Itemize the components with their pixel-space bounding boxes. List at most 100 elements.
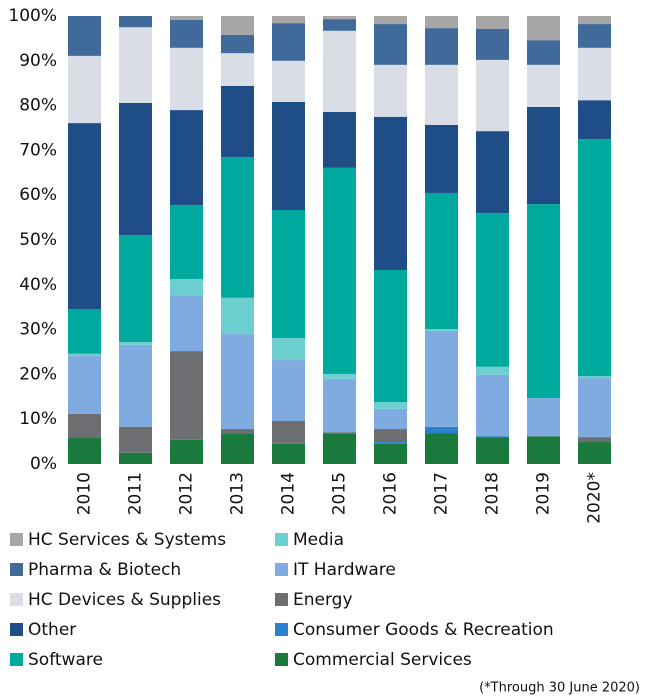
bar-segment — [68, 413, 101, 439]
y-tick-label: 50% — [19, 230, 57, 250]
bar-segment — [272, 443, 305, 464]
bar-segment — [374, 408, 407, 430]
legend-label: Media — [293, 530, 344, 550]
bar-segment — [374, 116, 407, 271]
bar-segment — [119, 27, 152, 103]
legend-label: Consumer Goods & Recreation — [293, 620, 554, 640]
y-tick-label: 20% — [19, 364, 57, 384]
bar-segment — [425, 329, 458, 331]
bar-segment — [170, 110, 203, 206]
bar-segment — [119, 452, 152, 464]
legend-swatch — [275, 623, 288, 636]
legend-label: HC Devices & Supplies — [28, 590, 221, 610]
bar-segment — [221, 16, 254, 35]
legend-swatch — [275, 593, 288, 606]
bar-segment — [221, 334, 254, 430]
legend-swatch — [10, 593, 23, 606]
bar-segment — [272, 102, 305, 210]
bar-segment — [476, 213, 509, 367]
bar-segment — [578, 24, 611, 48]
legend-label: Energy — [293, 590, 353, 610]
bar-segment — [272, 209, 305, 339]
bar-segment — [119, 16, 152, 28]
legend-label: Software — [28, 650, 103, 670]
bar-segment — [323, 30, 356, 112]
bar-segment — [374, 429, 407, 443]
bar-segment — [527, 64, 560, 107]
bar-segment — [170, 20, 203, 48]
legend-label: Other — [28, 620, 76, 640]
bar-segment — [425, 124, 458, 193]
bar-segment — [170, 278, 203, 296]
bar-segment — [221, 429, 254, 434]
bar-segment — [527, 204, 560, 399]
bar-segment — [272, 442, 305, 444]
x-tick-label: 2017 — [432, 472, 452, 515]
x-tick-label: 2020* — [585, 472, 605, 524]
bar-segment — [425, 16, 458, 29]
bar-segment — [374, 64, 407, 117]
bar-segment — [425, 64, 458, 125]
bar-segment — [425, 192, 458, 330]
x-tick-label: 2018 — [483, 472, 503, 515]
x-tick-label: 2015 — [330, 472, 350, 515]
y-tick-label: 60% — [19, 185, 57, 205]
bar-segment — [68, 308, 101, 354]
x-tick-label: 2013 — [228, 472, 248, 515]
bar-segment — [527, 16, 560, 41]
bar-segment — [476, 131, 509, 214]
bar-segment — [272, 420, 305, 443]
bar-segment — [476, 28, 509, 60]
y-tick-label: 30% — [19, 320, 57, 340]
bar-segment — [170, 295, 203, 352]
bar-segment — [68, 123, 101, 309]
y-tick-label: 100% — [8, 6, 57, 26]
bar-segment — [119, 235, 152, 343]
bar-segment — [170, 47, 203, 111]
bar-segment — [272, 60, 305, 103]
bar-segment — [374, 443, 407, 464]
bar-segment — [578, 377, 611, 438]
footnote: (*Through 30 June 2020) — [479, 681, 640, 696]
bar-segment — [527, 436, 560, 464]
bar-segment — [476, 16, 509, 29]
bar-segment — [221, 85, 254, 158]
bar-segment — [323, 16, 356, 20]
bar-segment — [578, 47, 611, 101]
bar-segment — [578, 437, 611, 443]
bar-segment — [527, 40, 560, 65]
bar-segment — [323, 378, 356, 433]
x-tick-label: 2014 — [279, 472, 299, 515]
bar-segment — [221, 297, 254, 335]
bar-segment — [68, 55, 101, 124]
bar-segment — [221, 53, 254, 86]
bar-segment — [323, 432, 356, 434]
bar-segment — [323, 373, 356, 379]
y-tick-label: 70% — [19, 140, 57, 160]
legend-label: HC Services & Systems — [28, 530, 226, 550]
y-tick-label: 0% — [30, 454, 57, 474]
bar-segment — [119, 426, 152, 453]
legend-label: Pharma & Biotech — [28, 560, 181, 580]
bar-segment — [221, 34, 254, 54]
bar-segment — [476, 366, 509, 375]
y-tick-label: 90% — [19, 51, 57, 71]
bar-segment — [425, 433, 458, 464]
bar-segment — [68, 438, 101, 464]
bar-segment — [374, 270, 407, 403]
x-tick-label: 2010 — [75, 472, 95, 515]
bar-segment — [272, 360, 305, 421]
bar-segment — [425, 426, 458, 434]
legend-label: IT Hardware — [293, 560, 396, 580]
bar-segment — [476, 374, 509, 437]
bar-segment — [119, 344, 152, 427]
legend-swatch — [10, 653, 23, 666]
bar-segment — [374, 16, 407, 25]
bar-segment — [170, 16, 203, 21]
bar-segment — [323, 111, 356, 168]
bar-segment — [170, 205, 203, 279]
bar-segment — [374, 24, 407, 65]
bar-segment — [119, 342, 152, 345]
bar-segment — [374, 442, 407, 444]
legend-swatch — [10, 623, 23, 636]
